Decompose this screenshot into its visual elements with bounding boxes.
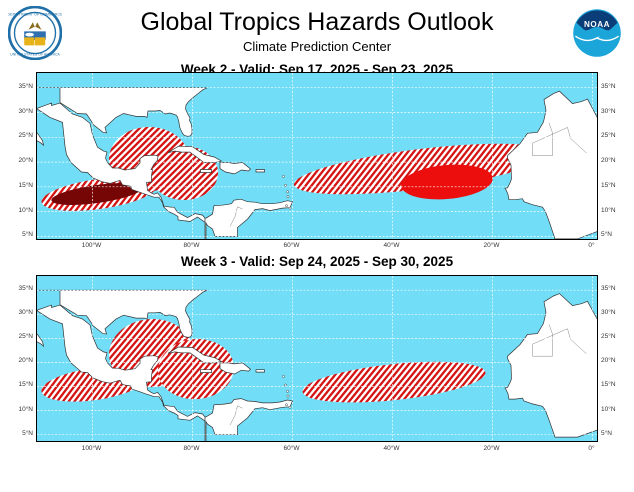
svg-text:UNITED STATES OF AMERICA: UNITED STATES OF AMERICA — [10, 53, 60, 57]
svg-text:DEPARTMENT OF COMMERCE: DEPARTMENT OF COMMERCE — [8, 13, 62, 17]
svg-text:NOAA: NOAA — [584, 20, 610, 29]
